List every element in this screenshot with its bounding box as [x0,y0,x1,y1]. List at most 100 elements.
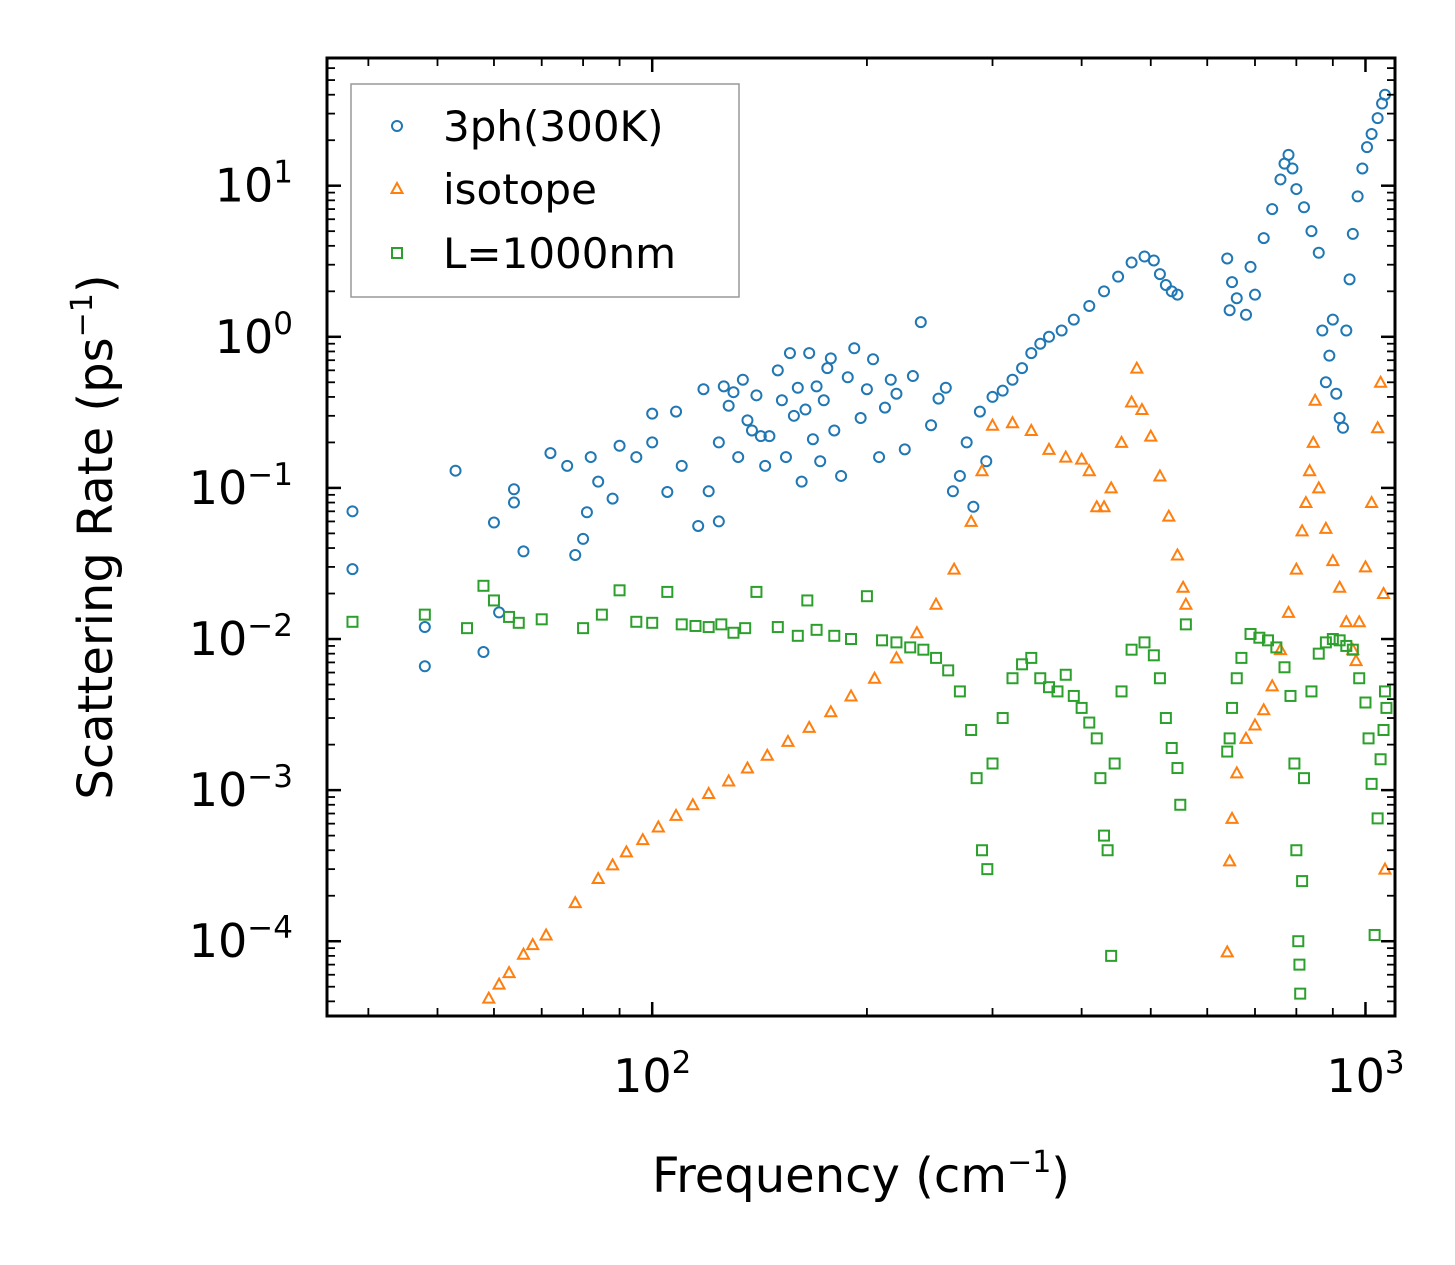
y-tick-label: 10−4 [189,910,293,968]
data-point-square [1292,935,1305,948]
data-point-square [986,757,999,770]
data-point-circle [736,373,749,386]
data-point-triangle [760,747,775,761]
data-point-circle [745,424,758,437]
data-point-square [1153,672,1166,685]
data-point-circle [754,430,767,443]
data-point-triangle [1302,463,1317,477]
data-point-square [1340,639,1353,652]
data-point-circle [580,506,593,519]
data-point-square [1051,685,1064,698]
data-point-triangle [1134,401,1150,416]
data-point-circle [1226,276,1239,289]
data-point-circle [1025,347,1038,360]
data-point-triangle [823,704,839,718]
y-tick-exponent: −3 [247,759,293,795]
data-point-circle [697,383,710,396]
data-point-circle [779,451,792,464]
data-point-triangle [1114,434,1129,448]
data-point-square [1261,634,1274,647]
data-point-circle [1356,162,1369,175]
data-point-triangle [481,990,496,1004]
data-point-square [1346,643,1359,656]
data-point-circle [1336,421,1349,434]
data-point-triangle [802,719,817,733]
data-point-triangle [501,965,517,979]
data-point-square [1006,672,1019,685]
y-tick-exponent: 1 [273,155,293,191]
data-point-circle [750,389,763,402]
series-layer [346,88,1393,1004]
data-point-triangle [651,819,666,833]
series-2 [346,579,1393,1000]
data-point-square [1278,661,1291,674]
data-point-square [828,629,841,642]
y-tick-label: 101 [215,155,293,213]
data-point-circle [854,412,867,425]
data-point-triangle [1103,480,1119,494]
data-point-square [976,844,989,857]
data-point-square [801,594,814,607]
data-point-circle [561,459,574,472]
legend: 3ph(300K) isotope L=1000nm [350,83,740,298]
data-point-circle [1286,162,1299,175]
data-point-circle [449,464,462,477]
data-point-triangle [1289,561,1304,575]
data-point-circle [606,492,619,505]
data-point-square [1353,672,1366,685]
data-point-triangle [867,670,882,684]
data-point-square [1319,636,1332,649]
data-point-square [1165,741,1178,754]
data-point-triangle [1238,730,1254,744]
data-point-square [1147,649,1160,662]
data-point-triangle [701,785,716,799]
data-point-triangle [1306,434,1321,448]
y-tick-label: 10−3 [189,759,293,817]
data-point-circle [1290,183,1303,196]
y-tick-base: 10 [189,914,248,968]
data-point-square [970,772,983,785]
data-point-square [917,643,930,656]
data-point-square [461,622,474,635]
data-point-triangle [1005,415,1020,429]
x-axis-label: Frequency (cm−1) [652,1145,1070,1204]
data-point-square [1244,627,1257,640]
data-point-square [1380,701,1393,714]
data-point-square [1075,701,1088,714]
data-point-circle [795,475,808,488]
x-tick-exponent: 3 [1385,1045,1405,1081]
x-tick-label: 102 [613,1045,691,1103]
data-point-square [1293,958,1306,971]
data-point-triangle [721,773,736,787]
legend-label-isotope: isotope [443,165,597,214]
y-tick-exponent: −1 [247,457,293,493]
data-point-square [1034,672,1047,685]
data-point-square [702,621,715,634]
data-point-circle [1055,324,1068,337]
data-point-circle [932,392,945,405]
data-point-square [1253,631,1266,644]
data-point-square [1221,745,1234,758]
data-point-circle [973,405,986,418]
data-point-square [1294,987,1307,1000]
data-point-circle [646,436,659,449]
data-point-square [1090,732,1103,745]
data-point-circle [1266,203,1279,216]
data-point-square [1016,658,1029,671]
data-point-circle [841,371,854,384]
data-point-circle [646,407,659,420]
data-point-circle [783,347,796,360]
data-point-circle [569,548,582,561]
data-point-circle [487,516,500,529]
data-point-triangle [1256,702,1271,716]
data-point-square [535,613,548,626]
data-point-circle [835,469,848,482]
data-point-circle [1274,173,1287,186]
data-point-square [996,712,1009,725]
data-point-triangle [1373,374,1388,388]
data-point-circle [1330,387,1343,400]
data-point-circle [1240,308,1253,321]
data-point-circle [418,660,431,673]
data-point-square [1371,812,1384,825]
y-tick-base: 10 [189,763,248,817]
